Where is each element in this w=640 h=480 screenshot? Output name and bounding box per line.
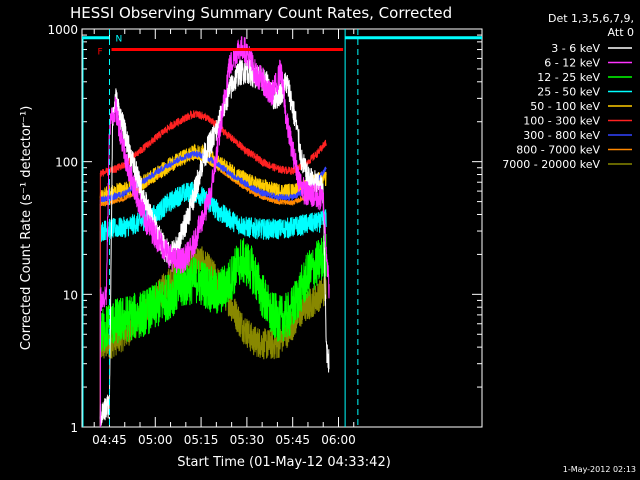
x-axis-label: Start Time (01-May-12 04:33:42) <box>177 455 391 470</box>
plot-frame <box>81 28 483 428</box>
x-tick-label-4: 05:45 <box>275 433 310 447</box>
series-line-1 <box>99 36 330 312</box>
y-axis: 1 10 100 1000 <box>47 23 482 435</box>
series-line-5 <box>99 110 327 177</box>
x-tick-label-5: 06:00 <box>321 433 356 447</box>
legend-label-3: 25 - 50 keV <box>537 86 600 99</box>
x-tick-label-3: 05:30 <box>230 433 265 447</box>
legend-label-1: 6 - 12 keV <box>544 57 600 70</box>
y-tick-label-2: 100 <box>55 156 78 170</box>
series-layer <box>99 36 330 427</box>
legend-label-5: 100 - 300 keV <box>523 115 600 128</box>
legend: Det 1,3,5,6,7,9, Att 0 3 - 6 keV 6 - 12 k… <box>502 12 634 171</box>
legend-label-7: 800 - 7000 keV <box>516 144 600 157</box>
legend-header-line-2: Att 0 <box>608 26 634 39</box>
series-line-0 <box>99 58 330 426</box>
legend-label-8: 7000 - 20000 keV <box>502 158 600 171</box>
legend-label-6: 300 - 800 keV <box>523 129 600 142</box>
x-tick-label-1: 05:00 <box>138 433 173 447</box>
timestamp: 1-May-2012 02:13 <box>563 465 636 474</box>
flare-flag-label: F <box>97 48 102 58</box>
marker-layer: NF <box>82 29 482 427</box>
x-axis: 04:45 05:00 05:15 05:30 05:45 06:00 <box>92 29 356 447</box>
y-tick-label-0: 1 <box>70 421 78 435</box>
y-tick-label-3: 1000 <box>47 23 78 37</box>
x-tick-label-2: 05:15 <box>184 433 219 447</box>
y-tick-label-1: 10 <box>63 288 78 302</box>
legend-label-4: 50 - 100 keV <box>530 100 600 113</box>
chart-title: HESSI Observing Summary Count Rates, Cor… <box>70 4 452 22</box>
night-flag-label: N <box>115 35 122 45</box>
legend-header-line-1: Det 1,3,5,6,7,9, <box>548 12 634 25</box>
y-axis-label: Corrected Count Rate (s⁻¹ detector⁻¹) <box>19 106 34 351</box>
legend-label-2: 12 - 25 keV <box>537 71 600 84</box>
legend-label-0: 3 - 6 keV <box>551 42 600 55</box>
series-line-2 <box>99 233 327 354</box>
series-line-3 <box>99 181 327 243</box>
x-tick-label-0: 04:45 <box>92 433 127 447</box>
